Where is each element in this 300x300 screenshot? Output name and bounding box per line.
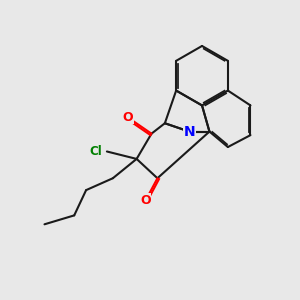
Text: O: O bbox=[122, 111, 133, 124]
Text: N: N bbox=[183, 124, 195, 139]
Text: Cl: Cl bbox=[90, 145, 102, 158]
Text: O: O bbox=[140, 194, 151, 207]
